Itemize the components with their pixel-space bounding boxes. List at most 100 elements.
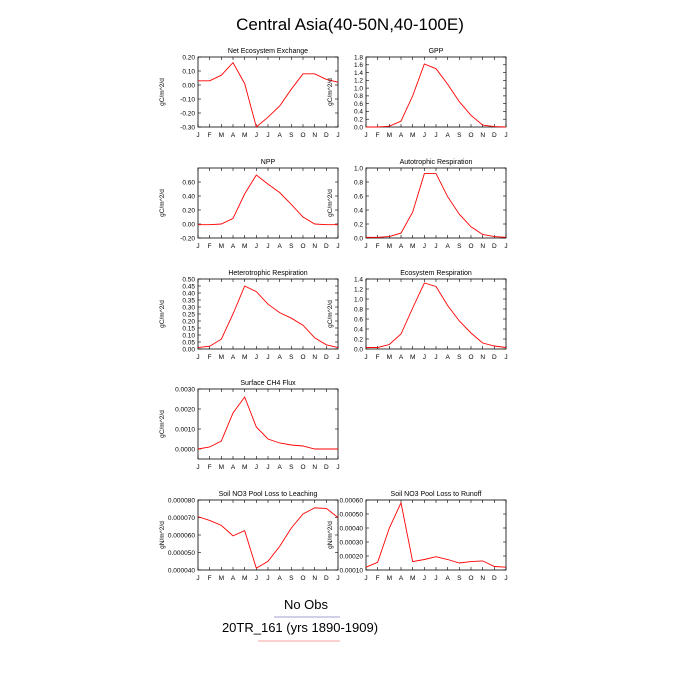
series-line xyxy=(197,285,339,349)
x-tick-label: N xyxy=(312,243,317,250)
series-line xyxy=(365,501,507,568)
x-tick-label: A xyxy=(231,132,236,139)
x-tick-label: A xyxy=(445,132,450,139)
x-tick-label: J xyxy=(266,575,269,582)
y-tick-label: 0.6 xyxy=(354,101,363,108)
x-tick-label: F xyxy=(376,575,380,582)
x-tick-label: A xyxy=(277,132,282,139)
x-tick-label: J xyxy=(336,575,339,582)
x-tick-label: S xyxy=(457,575,462,582)
x-tick-label: F xyxy=(376,243,380,250)
x-tick-label: A xyxy=(399,575,404,582)
y-tick-label: -0.20 xyxy=(180,235,195,242)
y-tick-label: 0.0 xyxy=(354,124,363,131)
y-tick-label: 0.00 xyxy=(182,346,195,353)
y-tick-label: 0.8 xyxy=(354,93,363,100)
chart-panel-3: NPP-0.200.000.200.400.60J F M A M J J A S O N D JgC/… xyxy=(159,159,340,250)
y-tick-label: 1.2 xyxy=(354,286,363,293)
y-tick-label: 0.0020 xyxy=(175,406,195,413)
x-tick-label: D xyxy=(492,354,497,361)
y-tick-label: 0.00050 xyxy=(340,511,364,518)
x-tick-label: A xyxy=(399,132,404,139)
x-tick-label: J xyxy=(434,575,437,582)
x-tick-label: J xyxy=(255,464,258,471)
y-tick-label: 0.00 xyxy=(182,221,195,228)
x-tick-label: M xyxy=(242,464,247,471)
series-line xyxy=(366,63,507,128)
x-tick-label: S xyxy=(457,132,462,139)
y-tick-label: 0.2 xyxy=(354,221,363,228)
y-tick-label: 0.0030 xyxy=(175,386,195,393)
x-tick-label: A xyxy=(399,354,404,361)
x-tick-label: J xyxy=(266,464,269,471)
x-tick-label: M xyxy=(219,575,224,582)
y-tick-label: 0.10 xyxy=(182,332,195,339)
x-tick-label: A xyxy=(399,243,404,250)
legend-label-no-obs: No Obs xyxy=(284,597,329,612)
x-tick-label: D xyxy=(324,354,329,361)
y-tick-label: 0.000060 xyxy=(168,532,195,539)
x-tick-label: J xyxy=(266,354,269,361)
x-tick-label: D xyxy=(492,575,497,582)
x-tick-label: M xyxy=(219,132,224,139)
x-tick-label: M xyxy=(219,354,224,361)
series-line xyxy=(366,282,507,348)
x-tick-label: O xyxy=(468,132,473,139)
x-tick-label: M xyxy=(219,243,224,250)
x-tick-label: N xyxy=(480,575,485,582)
y-tick-label: 1.0 xyxy=(354,296,363,303)
y-tick-label: 0.15 xyxy=(182,325,195,332)
y-tick-label: 0.4 xyxy=(354,326,363,333)
x-tick-label: J xyxy=(504,354,507,361)
y-tick-label: -0.30 xyxy=(180,124,195,131)
x-tick-label: N xyxy=(312,354,317,361)
x-tick-label: J xyxy=(364,132,367,139)
panels: Net Ecosystem Exchange -0.30 -0.20 -0.10 0.0… xyxy=(159,48,508,582)
y-axis-label: gC/m^2/d xyxy=(159,78,166,106)
panel-title: Ecosystem Respiration xyxy=(400,270,472,277)
panel-title: Net Ecosystem Exchange xyxy=(228,48,308,55)
x-tick-label: A xyxy=(445,243,450,250)
y-tick-label: 0.00060 xyxy=(340,497,364,504)
x-tick-label: J xyxy=(364,243,367,250)
y-tick-label: 0.0 xyxy=(354,346,363,353)
x-tick-label: M xyxy=(410,243,415,250)
x-tick-label: F xyxy=(208,354,212,361)
x-tick-label: J xyxy=(266,243,269,250)
series-line xyxy=(366,173,507,238)
y-tick-label: 0.05 xyxy=(182,339,195,346)
x-tick-label: O xyxy=(468,243,473,250)
x-tick-label: A xyxy=(277,464,282,471)
x-tick-label: J xyxy=(196,464,199,471)
x-tick-label: F xyxy=(376,132,380,139)
x-tick-label: J xyxy=(504,132,507,139)
x-tick-label: M xyxy=(410,354,415,361)
x-tick-label: O xyxy=(300,464,305,471)
plot-frame xyxy=(365,167,507,239)
x-tick-label: M xyxy=(242,575,247,582)
x-tick-label: F xyxy=(208,575,212,582)
x-tick-label: O xyxy=(300,132,305,139)
plot-frame xyxy=(197,56,339,128)
x-tick-label: D xyxy=(492,243,497,250)
y-axis-label: gC/m^2/d xyxy=(159,189,166,217)
x-tick-label: O xyxy=(300,354,305,361)
y-tick-label: 1.8 xyxy=(354,54,363,61)
y-axis-label: gC/m^2/d xyxy=(327,300,334,328)
panel-title: Soil NO3 Pool Loss to Leaching xyxy=(219,491,318,498)
x-tick-label: J xyxy=(336,243,339,250)
x-tick-label: M xyxy=(387,243,392,250)
y-axis-label: gC/m^2/d xyxy=(159,300,166,328)
x-tick-label: J xyxy=(423,354,426,361)
x-tick-label: S xyxy=(289,575,294,582)
y-tick-label: 1.2 xyxy=(354,78,363,85)
x-tick-label: J xyxy=(196,354,199,361)
x-tick-label: O xyxy=(468,575,473,582)
y-tick-label: 0.00010 xyxy=(340,567,364,574)
x-tick-label: N xyxy=(480,132,485,139)
chart-panel-9: Soil NO3 Pool Loss to Runoff 0.00010 0.000… xyxy=(327,491,508,582)
x-tick-label: M xyxy=(387,575,392,582)
x-tick-label: J xyxy=(255,132,258,139)
y-tick-label: 0.4 xyxy=(354,109,363,116)
y-tick-label: 0.000050 xyxy=(168,550,195,557)
